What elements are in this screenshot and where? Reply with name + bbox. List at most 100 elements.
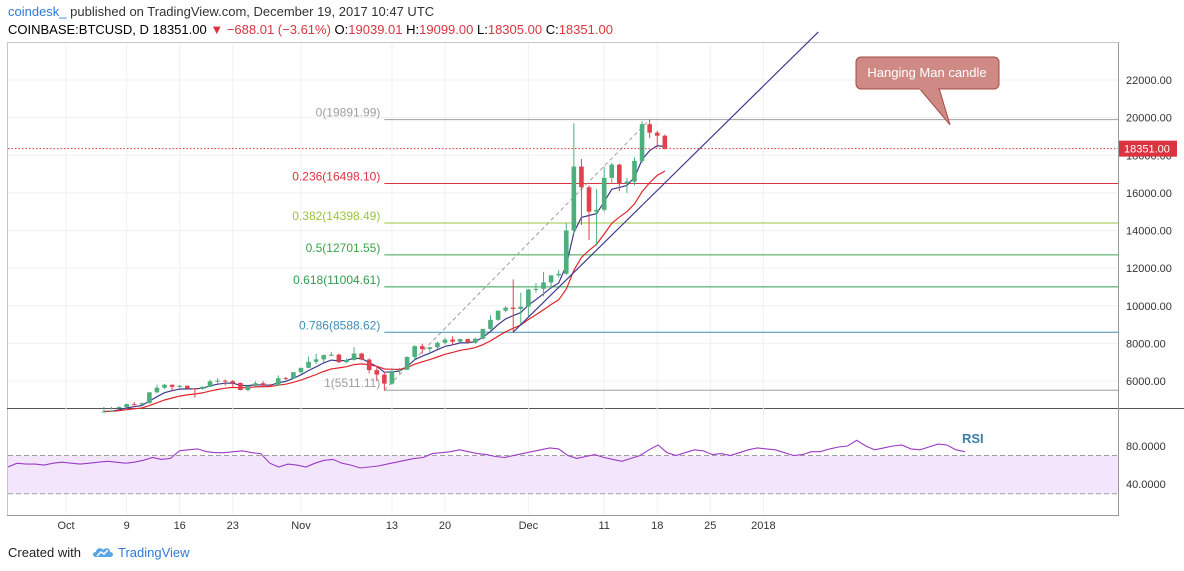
candle [298, 367, 304, 374]
footer: Created with TradingView [8, 545, 190, 560]
brand-link[interactable]: coindesk_ [8, 4, 67, 19]
candle-body [313, 359, 319, 362]
candle-body [435, 342, 440, 348]
candle [518, 292, 524, 325]
candle-body [541, 282, 546, 289]
candle [351, 347, 357, 361]
candle [586, 185, 592, 240]
candle-body [374, 370, 380, 375]
fib-level-label: 0.786(8588.62) [299, 318, 380, 332]
x-tick-label: 18 [651, 520, 663, 532]
low-value: 18305.00 [487, 22, 543, 37]
candle [435, 341, 440, 350]
candle-body [253, 383, 258, 386]
y-tick-label: 12000.00 [1126, 263, 1172, 275]
candle [147, 392, 152, 404]
candle [541, 271, 546, 297]
candle-body [245, 385, 251, 391]
candle-body [389, 371, 395, 384]
candle-body [639, 124, 645, 161]
candle [268, 384, 273, 388]
candle-body [131, 404, 137, 406]
candle-body [495, 310, 501, 320]
symbol-label: COINBASE:BTCUSD, D [8, 22, 149, 37]
x-tick-label: 11 [598, 520, 609, 532]
candle [169, 384, 175, 391]
fib-level-label: 0(19891.99) [316, 106, 381, 120]
candle [419, 343, 425, 354]
candle-body [238, 382, 243, 391]
candle-body [457, 339, 463, 342]
candle-body [571, 166, 577, 231]
candle [594, 189, 599, 246]
candle [563, 222, 569, 275]
candle [624, 177, 630, 193]
candle-body [321, 355, 327, 360]
candle [465, 338, 471, 343]
candle-body [124, 404, 129, 407]
candles [101, 119, 668, 413]
chart-frame [7, 42, 1119, 516]
candle [571, 123, 577, 235]
callout-text: Hanging Man candle [867, 65, 986, 80]
candle-body [207, 381, 213, 387]
candle-body [291, 372, 296, 379]
candle-body [268, 385, 273, 387]
candle [101, 407, 107, 413]
x-tick-label: Oct [57, 520, 74, 532]
y-tick-label: 6000.00 [1126, 376, 1166, 388]
candle [427, 347, 433, 353]
candle-body [647, 124, 652, 133]
rsi-y-tick-label: 80.0000 [1126, 441, 1166, 453]
last-price: 18351.00 [152, 22, 207, 37]
open-value: 19039.01 [348, 22, 403, 37]
candle [109, 407, 114, 412]
candle-body [329, 354, 334, 356]
candle [116, 406, 122, 408]
candle-body [184, 385, 190, 389]
candle-body [654, 132, 660, 136]
y-tick-label: 8000.00 [1126, 338, 1166, 350]
x-tick-label: 16 [174, 520, 186, 532]
candle [207, 379, 213, 388]
fib-level-label: 0.618(11004.61) [293, 273, 380, 287]
candle [450, 336, 455, 346]
candle [662, 134, 668, 150]
candle [366, 358, 372, 374]
candle-body [336, 354, 342, 363]
x-tick-label: Nov [291, 520, 311, 532]
candle-body [200, 386, 205, 389]
candle [510, 279, 516, 333]
candle [601, 166, 607, 212]
candle [359, 352, 364, 361]
x-tick-label: 25 [704, 520, 716, 532]
rsi-pane: RSI [7, 431, 1118, 495]
published-text: published on TradingView.com, December 1… [70, 4, 435, 19]
candle-body [473, 338, 478, 343]
candle-body [139, 403, 145, 405]
candle [639, 121, 645, 163]
high-label: H: [406, 22, 420, 37]
candle [480, 328, 486, 340]
candle [404, 356, 410, 371]
candle-body [109, 410, 114, 412]
candle-body [480, 328, 486, 339]
candle [412, 345, 417, 361]
low-label: L: [477, 22, 488, 37]
candle-body [147, 392, 152, 404]
candle [654, 130, 660, 148]
tradingview-link[interactable]: TradingView [118, 545, 190, 560]
candle [533, 283, 539, 293]
candle-body [563, 230, 569, 274]
candle-body [518, 306, 524, 309]
candle-body [397, 369, 402, 372]
candle [162, 383, 167, 389]
trendline [512, 31, 819, 333]
candle [200, 386, 205, 390]
created-with-label: Created with [8, 545, 81, 560]
candle [579, 159, 584, 225]
rsi-title: RSI [962, 431, 984, 446]
candle-body [382, 374, 387, 384]
candle-body [503, 307, 508, 311]
